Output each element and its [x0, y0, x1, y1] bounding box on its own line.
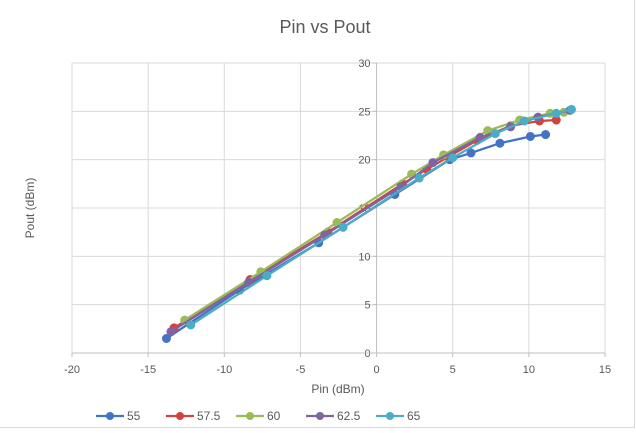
legend-item: 60	[236, 409, 281, 423]
series-65	[186, 104, 576, 330]
grid-layer	[71, 62, 606, 353]
x-tick-label: -5	[296, 364, 306, 376]
legend-swatch-marker	[386, 412, 394, 420]
data-point	[566, 104, 576, 114]
legend-item: 65	[376, 409, 421, 423]
x-tick-label: 5	[450, 364, 456, 376]
data-point	[551, 108, 561, 118]
legend-label: 65	[407, 409, 421, 423]
data-point	[525, 131, 535, 141]
legend-item: 57.5	[166, 409, 221, 423]
legend-label: 62.5	[337, 409, 361, 423]
x-tick-label: -20	[64, 364, 80, 376]
y-tick-label: 20	[358, 155, 370, 167]
x-tick-label: 0	[374, 364, 380, 376]
data-point	[490, 129, 500, 139]
series-line	[190, 108, 572, 326]
legend-item: 55	[96, 409, 141, 423]
data-point	[166, 327, 176, 337]
x-tick-label: -15	[140, 364, 156, 376]
legend-label: 57.5	[197, 409, 221, 423]
data-point	[414, 173, 424, 183]
data-point	[519, 116, 529, 126]
y-tick-label: 25	[358, 106, 370, 118]
data-point	[466, 148, 476, 158]
data-point	[428, 158, 438, 168]
data-point	[448, 153, 458, 163]
y-tick-label: 5	[364, 300, 370, 312]
y-axis-title: Pout (dBm)	[23, 178, 37, 239]
x-axis-title: Pin (dBm)	[311, 382, 364, 396]
series-55	[161, 130, 551, 343]
legend-swatch-marker	[316, 412, 324, 420]
x-tick-label: 15	[599, 364, 611, 376]
data-point	[186, 320, 196, 330]
data-point	[495, 138, 505, 148]
data-point	[338, 222, 348, 232]
data-point	[161, 334, 171, 343]
series-line	[165, 133, 546, 340]
series-layer	[161, 104, 576, 343]
y-tick-label: 10	[358, 251, 370, 263]
legend-label: 55	[127, 409, 141, 423]
data-point	[262, 271, 272, 281]
y-tick-label: 0	[364, 348, 370, 360]
legend-item: 62.5	[306, 409, 361, 423]
legend-swatch-marker	[106, 412, 114, 420]
legend-swatch-marker	[176, 412, 184, 420]
chart-title: Pin vs Pout	[279, 17, 370, 37]
legend-label: 60	[267, 409, 281, 423]
legend: 55 57.5 60 62.5 65	[96, 409, 421, 423]
legend-swatch-marker	[246, 412, 254, 420]
x-tick-label: 10	[523, 364, 535, 376]
data-point	[541, 130, 551, 140]
y-tick-label: 30	[358, 58, 370, 70]
x-tick-label: -10	[216, 364, 232, 376]
